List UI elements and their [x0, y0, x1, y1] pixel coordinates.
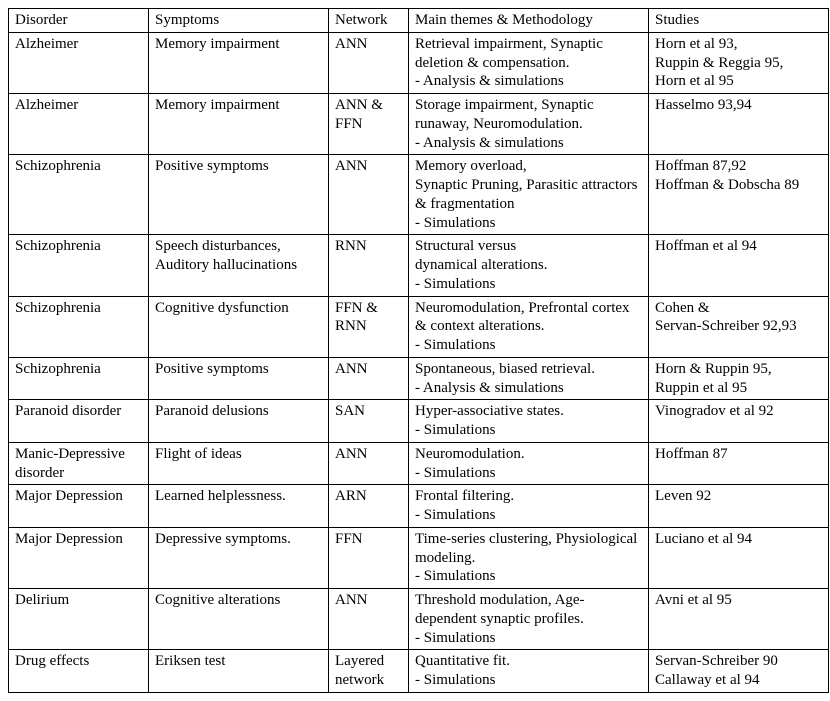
cell-themes: Neuromodulation, Prefrontal cortex & con…: [409, 296, 649, 357]
cell-studies: Hoffman et al 94: [649, 235, 829, 296]
table-row: AlzheimerMemory impairmentANN & FFNStora…: [9, 94, 829, 155]
table-row: SchizophreniaPositive symptomsANNMemory …: [9, 155, 829, 235]
cell-network: ANN: [329, 442, 409, 485]
cell-disorder: Manic-Depressive disorder: [9, 442, 149, 485]
cell-studies: Horn et al 93,Ruppin & Reggia 95,Horn et…: [649, 32, 829, 93]
cell-network: ANN: [329, 155, 409, 235]
cell-themes: Memory overload,Synaptic Pruning, Parasi…: [409, 155, 649, 235]
cell-themes: Spontaneous, biased retrieval.- Analysis…: [409, 357, 649, 400]
cell-symptoms: Paranoid delusions: [149, 400, 329, 443]
table-row: SchizophreniaSpeech disturbances, Audito…: [9, 235, 829, 296]
cell-symptoms: Positive symptoms: [149, 155, 329, 235]
cell-symptoms: Cognitive alterations: [149, 589, 329, 650]
cell-studies: Cohen &Servan-Schreiber 92,93: [649, 296, 829, 357]
cell-themes: Threshold modulation, Age-dependent syna…: [409, 589, 649, 650]
cell-network: FFN: [329, 527, 409, 588]
cell-themes: Structural versusdynamical alterations.-…: [409, 235, 649, 296]
cell-studies: Hoffman 87,92Hoffman & Dobscha 89: [649, 155, 829, 235]
table-row: SchizophreniaPositive symptomsANNSpontan…: [9, 357, 829, 400]
cell-disorder: Schizophrenia: [9, 296, 149, 357]
cell-network: ANN: [329, 589, 409, 650]
col-symptoms: Symptoms: [149, 9, 329, 33]
col-themes: Main themes & Methodology: [409, 9, 649, 33]
table-header-row: Disorder Symptoms Network Main themes & …: [9, 9, 829, 33]
cell-disorder: Alzheimer: [9, 94, 149, 155]
cell-studies: Horn & Ruppin 95,Ruppin et al 95: [649, 357, 829, 400]
cell-symptoms: Positive symptoms: [149, 357, 329, 400]
col-network: Network: [329, 9, 409, 33]
cell-themes: Quantitative fit.- Simulations: [409, 650, 649, 693]
cell-disorder: Schizophrenia: [9, 235, 149, 296]
cell-studies: Luciano et al 94: [649, 527, 829, 588]
table-row: Paranoid disorderParanoid delusionsSANHy…: [9, 400, 829, 443]
cell-studies: Hoffman 87: [649, 442, 829, 485]
disorders-table: Disorder Symptoms Network Main themes & …: [8, 8, 829, 693]
cell-network: SAN: [329, 400, 409, 443]
cell-network: RNN: [329, 235, 409, 296]
table-row: Manic-Depressive disorderFlight of ideas…: [9, 442, 829, 485]
cell-disorder: Major Depression: [9, 527, 149, 588]
cell-symptoms: Depressive symptoms.: [149, 527, 329, 588]
cell-disorder: Paranoid disorder: [9, 400, 149, 443]
cell-symptoms: Memory impairment: [149, 32, 329, 93]
table-row: AlzheimerMemory impairmentANNRetrieval i…: [9, 32, 829, 93]
cell-studies: Hasselmo 93,94: [649, 94, 829, 155]
table-body: AlzheimerMemory impairmentANNRetrieval i…: [9, 32, 829, 692]
cell-network: Layered network: [329, 650, 409, 693]
cell-studies: Leven 92: [649, 485, 829, 528]
cell-symptoms: Learned helplessness.: [149, 485, 329, 528]
cell-disorder: Major Depression: [9, 485, 149, 528]
cell-network: ARN: [329, 485, 409, 528]
cell-disorder: Schizophrenia: [9, 155, 149, 235]
cell-network: ANN: [329, 357, 409, 400]
cell-symptoms: Memory impairment: [149, 94, 329, 155]
table-row: DeliriumCognitive alterationsANNThreshol…: [9, 589, 829, 650]
cell-themes: Hyper-associative states.- Simulations: [409, 400, 649, 443]
cell-disorder: Drug effects: [9, 650, 149, 693]
cell-symptoms: Speech disturbances, Auditory hallucinat…: [149, 235, 329, 296]
cell-studies: Vinogradov et al 92: [649, 400, 829, 443]
cell-symptoms: Eriksen test: [149, 650, 329, 693]
cell-network: ANN & FFN: [329, 94, 409, 155]
cell-disorder: Alzheimer: [9, 32, 149, 93]
cell-studies: Avni et al 95: [649, 589, 829, 650]
cell-symptoms: Cognitive dysfunction: [149, 296, 329, 357]
cell-symptoms: Flight of ideas: [149, 442, 329, 485]
cell-themes: Storage impairment, Synaptic runaway, Ne…: [409, 94, 649, 155]
cell-network: ANN: [329, 32, 409, 93]
cell-studies: Servan-Schreiber 90Callaway et al 94: [649, 650, 829, 693]
cell-themes: Time-series clustering, Physiological mo…: [409, 527, 649, 588]
cell-disorder: Schizophrenia: [9, 357, 149, 400]
table-row: Drug effectsEriksen testLayered networkQ…: [9, 650, 829, 693]
col-studies: Studies: [649, 9, 829, 33]
cell-themes: Neuromodulation.- Simulations: [409, 442, 649, 485]
cell-themes: Frontal filtering.- Simulations: [409, 485, 649, 528]
cell-network: FFN & RNN: [329, 296, 409, 357]
cell-disorder: Delirium: [9, 589, 149, 650]
table-row: Major DepressionLearned helplessness.ARN…: [9, 485, 829, 528]
col-disorder: Disorder: [9, 9, 149, 33]
cell-themes: Retrieval impairment, Synaptic deletion …: [409, 32, 649, 93]
table-row: Major DepressionDepressive symptoms.FFNT…: [9, 527, 829, 588]
table-row: SchizophreniaCognitive dysfunctionFFN & …: [9, 296, 829, 357]
